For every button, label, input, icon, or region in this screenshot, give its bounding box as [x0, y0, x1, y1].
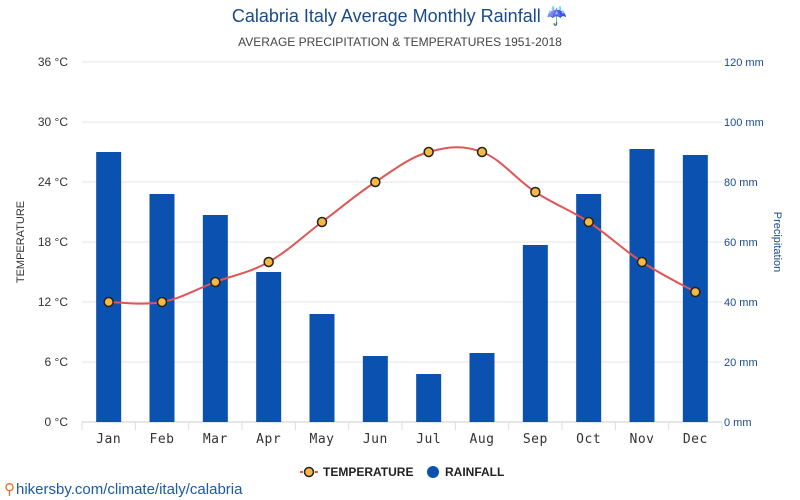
y2-tick-label: 120 mm	[724, 57, 764, 69]
y-axis-title: TEMPERATURE	[15, 201, 27, 283]
x-tick-label: Dec	[683, 432, 708, 447]
x-tick-label: Jul	[416, 432, 441, 447]
rainfall-bar	[576, 194, 602, 422]
temperature-point	[316, 216, 328, 228]
rainfall-bar	[522, 245, 548, 422]
rainfall-bar	[96, 152, 122, 422]
y-tick-label: 24 °C	[38, 175, 68, 189]
temperature-point	[583, 216, 594, 228]
temperature-point	[370, 176, 381, 188]
y2-tick-label: 40 mm	[724, 297, 758, 309]
temperature-point	[263, 256, 274, 268]
rainfall-bar	[202, 215, 228, 422]
y2-axis-title: Precipitation	[771, 212, 783, 273]
rainfall-bar	[256, 272, 282, 422]
location-pin-icon: ⚲	[4, 481, 15, 498]
source-link-text: hikersby.com/climate/italy/calabria	[16, 481, 243, 498]
x-tick-label: Nov	[630, 432, 655, 447]
temperature-point	[476, 146, 488, 158]
rainfall-bar	[362, 356, 388, 422]
chart-title: Calabria Italy Average Monthly Rainfall …	[231, 6, 569, 26]
legend-temperature-label: TEMPERATURE	[323, 465, 413, 479]
y-tick-label: 6 °C	[45, 355, 69, 369]
y2-tick-label: 100 mm	[724, 117, 764, 129]
legend-rainfall-label: RAINFALL	[445, 465, 504, 479]
y2-tick-label: 0 mm	[724, 417, 752, 429]
temperature-point	[423, 146, 434, 158]
x-tick-label: Feb	[150, 432, 175, 447]
y2-tick-label: 80 mm	[724, 177, 758, 189]
temperature-point	[103, 296, 114, 308]
x-tick-label: Jun	[363, 432, 388, 447]
temperature-point	[156, 296, 168, 308]
y-tick-label: 30 °C	[38, 115, 68, 129]
y-tick-label: 36 °C	[38, 55, 68, 69]
rainfall-bar	[149, 194, 175, 422]
x-tick-label: Apr	[256, 432, 281, 447]
rainfall-bar	[309, 314, 335, 422]
legend-rainfall-marker-icon	[427, 466, 439, 478]
temperature-point	[636, 256, 648, 268]
rainfall-bar	[469, 353, 495, 422]
x-tick-label: Oct	[576, 432, 601, 447]
x-tick-label: Aug	[470, 432, 495, 447]
x-tick-label: Sep	[523, 432, 548, 447]
x-tick-label: Mar	[203, 432, 228, 447]
y-tick-label: 12 °C	[38, 295, 68, 309]
rainfall-bar	[416, 374, 442, 422]
y2-tick-label: 20 mm	[724, 357, 758, 369]
y2-tick-label: 60 mm	[724, 237, 758, 249]
temperature-point	[690, 286, 701, 298]
legend-temperature-marker-icon	[303, 466, 315, 478]
temperature-line	[108, 146, 696, 305]
chart-subtitle: AVERAGE PRECIPITATION & TEMPERATURES 195…	[238, 35, 562, 49]
y-tick-label: 18 °C	[38, 235, 68, 249]
rainfall-bar	[629, 149, 655, 422]
temperature-point	[210, 276, 221, 288]
legend: TEMPERATURE RAINFALL	[300, 465, 504, 479]
x-tick-label: May	[310, 432, 335, 447]
temperature-point	[530, 186, 541, 198]
source-link[interactable]: ⚲hikersby.com/climate/italy/calabria	[4, 480, 242, 498]
x-tick-label: Jan	[96, 432, 121, 447]
y-tick-label: 0 °C	[45, 415, 69, 429]
